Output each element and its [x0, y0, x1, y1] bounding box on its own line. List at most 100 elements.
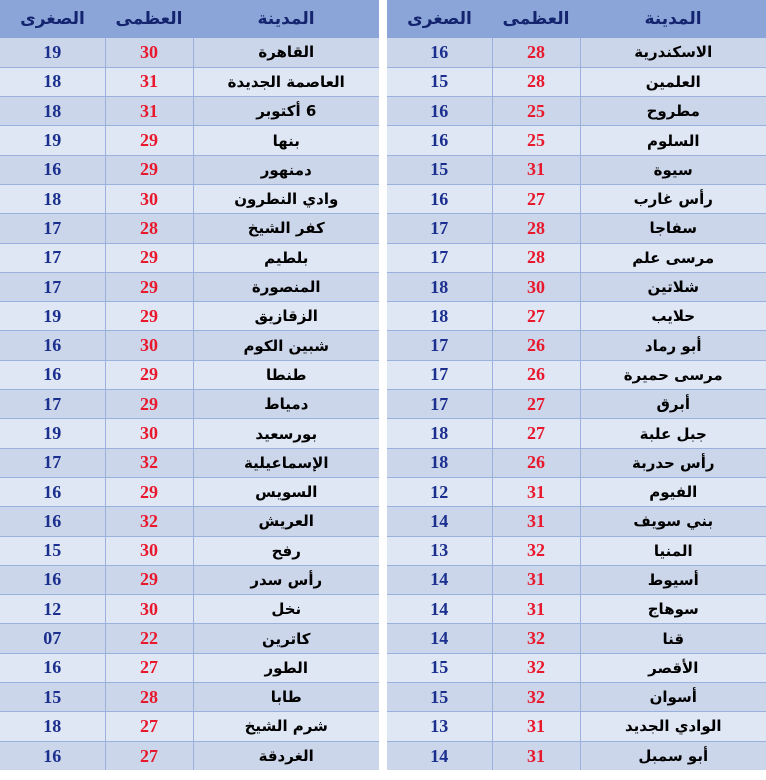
- cell-city: دمياط: [192, 389, 379, 420]
- cell-min-temp: 18: [387, 418, 492, 449]
- cell-min-temp: 18: [387, 272, 492, 303]
- cell-min-temp: 16: [0, 741, 105, 771]
- cell-city: أبو سمبل: [579, 741, 766, 771]
- cell-city: القاهرة: [192, 38, 379, 68]
- cell-max-temp: 32: [491, 536, 580, 566]
- cell-min-temp: 12: [387, 477, 492, 508]
- table-row: المنيا 32 13: [387, 536, 766, 566]
- cell-max-temp: 31: [104, 96, 193, 127]
- table-row: رأس حدربة 26 18: [387, 448, 766, 478]
- table-row: أبرق 27 17: [387, 389, 766, 420]
- header-max-temp: العظمى: [105, 0, 193, 38]
- table-row: العريش 32 16: [0, 506, 379, 537]
- cell-min-temp: 17: [0, 213, 105, 244]
- cell-city: بورسعيد: [192, 418, 379, 449]
- cell-max-temp: 30: [491, 272, 580, 303]
- cell-max-temp: 29: [104, 243, 193, 273]
- table-row: نخل 30 12: [0, 594, 379, 625]
- cell-city: أبرق: [579, 389, 766, 420]
- table-row: أسوان 32 15: [387, 682, 766, 713]
- cell-min-temp: 16: [387, 38, 492, 68]
- table-separator-gap: [379, 0, 387, 780]
- table-row: السلوم 25 16: [387, 125, 766, 156]
- cell-city: سفاجا: [579, 213, 766, 244]
- cell-city: الإسماعيلية: [192, 448, 379, 478]
- cell-max-temp: 30: [104, 38, 193, 68]
- cell-city: الغردقة: [192, 741, 379, 771]
- table-row: الغردقة 27 16: [0, 741, 379, 771]
- cell-min-temp: 15: [0, 536, 105, 566]
- cell-city: سيوة: [579, 155, 766, 185]
- cell-max-temp: 32: [104, 506, 193, 537]
- cell-city: شبين الكوم: [192, 330, 379, 361]
- cell-min-temp: 18: [387, 301, 492, 332]
- table-row: قنا 32 14: [387, 623, 766, 654]
- cell-city: الاسكندرية: [579, 38, 766, 68]
- cell-max-temp: 26: [491, 448, 580, 478]
- table-row: دمنهور 29 16: [0, 155, 379, 185]
- cell-max-temp: 27: [104, 653, 193, 684]
- table-row: الوادي الجديد 31 13: [387, 711, 766, 742]
- cell-city: الأقصر: [579, 653, 766, 684]
- cell-min-temp: 14: [387, 565, 492, 596]
- cell-min-temp: 16: [0, 155, 105, 185]
- cell-max-temp: 32: [491, 623, 580, 654]
- cell-max-temp: 28: [104, 682, 193, 713]
- cell-min-temp: 17: [387, 243, 492, 273]
- cell-city: كفر الشيخ: [192, 213, 379, 244]
- table-row: شرم الشيخ 27 18: [0, 711, 379, 742]
- cell-city: السويس: [192, 477, 379, 508]
- cell-max-temp: 29: [104, 389, 193, 420]
- cell-max-temp: 29: [104, 272, 193, 303]
- cell-max-temp: 27: [491, 301, 580, 332]
- cell-max-temp: 29: [104, 360, 193, 391]
- cell-max-temp: 30: [104, 418, 193, 449]
- cell-city: العاصمة الجديدة: [192, 67, 379, 98]
- table-row: سيوة 31 15: [387, 155, 766, 185]
- cell-min-temp: 16: [387, 125, 492, 156]
- header-min-temp: الصغرى: [387, 0, 492, 38]
- cell-city: سوهاج: [579, 594, 766, 625]
- cell-min-temp: 16: [0, 653, 105, 684]
- table-header-right: المدينة العظمى الصغرى: [0, 0, 379, 38]
- temperature-table-left: المدينة العظمى الصغرى الاسكندرية 28 16 العل…: [387, 0, 766, 771]
- cell-max-temp: 28: [491, 38, 580, 68]
- table-row: الاسكندرية 28 16: [387, 38, 766, 68]
- cell-city: أبو رماد: [579, 330, 766, 361]
- cell-city: المنيا: [579, 536, 766, 566]
- header-city: المدينة: [580, 0, 766, 38]
- cell-max-temp: 31: [104, 67, 193, 98]
- cell-max-temp: 30: [104, 594, 193, 625]
- table-row: مرسى علم 28 17: [387, 243, 766, 273]
- cell-min-temp: 17: [0, 272, 105, 303]
- cell-city: طابا: [192, 682, 379, 713]
- cell-max-temp: 30: [104, 330, 193, 361]
- cell-max-temp: 22: [104, 623, 193, 654]
- cell-min-temp: 13: [387, 536, 492, 566]
- cell-max-temp: 31: [491, 155, 580, 185]
- table-row: مطروح 25 16: [387, 96, 766, 127]
- cell-min-temp: 19: [0, 301, 105, 332]
- table-row: دمياط 29 17: [0, 389, 379, 420]
- table-row: المنصورة 29 17: [0, 272, 379, 303]
- cell-max-temp: 28: [491, 67, 580, 98]
- cell-min-temp: 15: [387, 67, 492, 98]
- table-row: رأس سدر 29 16: [0, 565, 379, 596]
- cell-min-temp: 18: [0, 67, 105, 98]
- cell-max-temp: 31: [491, 741, 580, 771]
- cell-min-temp: 15: [387, 682, 492, 713]
- cell-max-temp: 27: [104, 711, 193, 742]
- cell-min-temp: 15: [387, 155, 492, 185]
- table-row: سوهاج 31 14: [387, 594, 766, 625]
- table-row: الإسماعيلية 32 17: [0, 448, 379, 478]
- cell-min-temp: 13: [387, 711, 492, 742]
- cell-city: الزقازيق: [192, 301, 379, 332]
- table-header-left: المدينة العظمى الصغرى: [387, 0, 766, 38]
- table-row: أبو سمبل 31 14: [387, 741, 766, 771]
- table-row: رأس غارب 27 16: [387, 184, 766, 215]
- cell-min-temp: 12: [0, 594, 105, 625]
- header-city: المدينة: [193, 0, 379, 38]
- cell-max-temp: 29: [104, 155, 193, 185]
- cell-city: المنصورة: [192, 272, 379, 303]
- cell-min-temp: 17: [0, 448, 105, 478]
